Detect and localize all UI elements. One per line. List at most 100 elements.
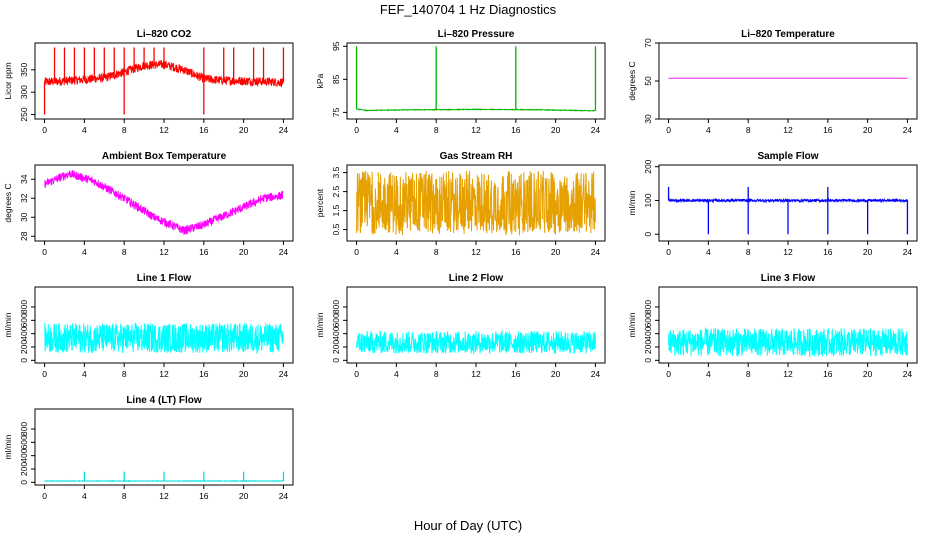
x-tick-label-rh-6: 24: [591, 247, 601, 257]
x-tick-label-licor-temp-6: 24: [903, 125, 913, 135]
plot-frame-pressure: [346, 42, 606, 120]
x-tick-label-line2-flow-3: 12: [471, 369, 481, 379]
x-tick-label-box-temp-2: 8: [122, 247, 127, 257]
y-axis-label-rh: percent: [315, 188, 325, 217]
y-axis-label-box-temp: degrees C: [3, 183, 13, 222]
x-tick-label-pressure-3: 12: [471, 125, 481, 135]
y-tick-label-line4-flow-4: 800: [19, 422, 29, 436]
y-tick-label-rh-2: 2.5: [331, 185, 341, 197]
x-tick-label-box-temp-1: 4: [82, 247, 87, 257]
y-tick-label-pressure-2: 95: [331, 41, 341, 51]
x-tick-label-rh-3: 12: [471, 247, 481, 257]
x-tick-label-box-temp-4: 16: [199, 247, 209, 257]
y-tick-label-line3-flow-2: 400: [643, 326, 653, 340]
x-axis-title: Hour of Day (UTC): [413, 518, 523, 533]
y-tick-label-licor-temp-2: 70: [643, 38, 653, 48]
y-tick-label-rh-1: 1.5: [331, 204, 341, 216]
y-tick-label-line2-flow-4: 800: [331, 300, 341, 314]
x-tick-label-licor-temp-3: 12: [783, 125, 793, 135]
x-tick-label-pressure-0: 0: [354, 125, 359, 135]
x-tick-label-line3-flow-3: 12: [783, 369, 793, 379]
x-tick-label-rh-1: 4: [394, 247, 399, 257]
x-tick-label-line1-flow-4: 16: [199, 369, 209, 379]
panel-title-licor-temp: Li–820 Temperature: [741, 29, 835, 40]
trace-box-temp: [44, 170, 284, 235]
x-tick-label-box-temp-5: 20: [239, 247, 249, 257]
y-tick-label-line2-flow-1: 200: [331, 340, 341, 354]
y-tick-label-line2-flow-3: 600: [331, 313, 341, 327]
x-tick-label-rh-4: 16: [511, 247, 521, 257]
y-tick-label-box-temp-2: 32: [19, 193, 29, 203]
x-tick-label-box-temp-0: 0: [42, 247, 47, 257]
x-tick-label-pressure-6: 24: [591, 125, 601, 135]
x-tick-label-line1-flow-0: 0: [42, 369, 47, 379]
panel-title-co2: Li–820 CO2: [137, 29, 192, 40]
x-tick-label-licor-temp-2: 8: [746, 125, 751, 135]
x-tick-label-sample-flow-2: 8: [746, 247, 751, 257]
y-tick-label-line2-flow-2: 400: [331, 326, 341, 340]
y-axis-label-line2-flow: ml/min: [315, 312, 325, 337]
y-tick-label-sample-flow-0: 0: [643, 232, 653, 237]
x-tick-label-licor-temp-4: 16: [823, 125, 833, 135]
y-tick-label-line4-flow-1: 200: [19, 462, 29, 476]
x-tick-label-line3-flow-4: 16: [823, 369, 833, 379]
trace-rh: [356, 170, 596, 236]
x-tick-label-line1-flow-5: 20: [239, 369, 249, 379]
y-tick-label-licor-temp-1: 50: [643, 76, 653, 86]
x-tick-label-pressure-4: 16: [511, 125, 521, 135]
y-tick-label-line4-flow-0: 0: [19, 480, 29, 485]
x-tick-label-co2-4: 16: [199, 125, 209, 135]
x-tick-label-line3-flow-1: 4: [706, 369, 711, 379]
y-tick-label-line4-flow-3: 600: [19, 435, 29, 449]
y-tick-label-rh-3: 3.5: [331, 166, 341, 178]
y-tick-label-sample-flow-2: 200: [643, 159, 653, 173]
y-tick-label-rh-0: 0.5: [331, 223, 341, 235]
panel-sample-flow: Sample Flow 0 4 8 12 16 20 24 0 100 200 ml/min: [627, 151, 918, 257]
y-tick-label-co2-2: 350: [19, 62, 29, 76]
y-tick-label-line1-flow-2: 400: [19, 326, 29, 340]
x-tick-label-co2-5: 20: [239, 125, 249, 135]
x-tick-label-rh-2: 8: [434, 247, 439, 257]
y-tick-label-pressure-0: 75: [331, 107, 341, 117]
y-tick-label-co2-0: 250: [19, 107, 29, 121]
y-axis-label-line3-flow: ml/min: [627, 312, 637, 337]
x-tick-label-line2-flow-0: 0: [354, 369, 359, 379]
x-tick-label-line3-flow-0: 0: [666, 369, 671, 379]
x-tick-label-line4-flow-3: 12: [159, 491, 169, 501]
y-tick-label-line3-flow-0: 0: [643, 358, 653, 363]
x-tick-label-sample-flow-1: 4: [706, 247, 711, 257]
x-tick-label-sample-flow-5: 20: [863, 247, 873, 257]
y-tick-label-box-temp-3: 34: [19, 174, 29, 184]
panel-box-temp: Ambient Box Temperature 0 4 8 12 16 20 24 28 30 32…: [3, 151, 294, 257]
y-axis-label-pressure: kPa: [315, 73, 325, 88]
y-axis-label-sample-flow: ml/min: [627, 190, 637, 215]
x-tick-label-line2-flow-2: 8: [434, 369, 439, 379]
y-tick-label-pressure-1: 85: [331, 74, 341, 84]
x-tick-label-rh-0: 0: [354, 247, 359, 257]
y-tick-label-line1-flow-4: 800: [19, 300, 29, 314]
y-tick-label-line3-flow-4: 800: [643, 300, 653, 314]
x-tick-label-line4-flow-0: 0: [42, 491, 47, 501]
plot-frame-line3-flow: [658, 286, 918, 364]
panel-line4-flow: Line 4 (LT) Flow 0 4 8 12 16 20 24 0 200400600800…: [3, 395, 294, 501]
plot-frame-licor-temp: [658, 42, 918, 120]
x-tick-label-line4-flow-2: 8: [122, 491, 127, 501]
x-tick-label-line3-flow-5: 20: [863, 369, 873, 379]
x-tick-label-line3-flow-2: 8: [746, 369, 751, 379]
panel-title-box-temp: Ambient Box Temperature: [102, 151, 227, 162]
x-tick-label-licor-temp-1: 4: [706, 125, 711, 135]
x-tick-label-sample-flow-6: 24: [903, 247, 913, 257]
trace-pressure: [356, 108, 596, 112]
y-tick-label-line3-flow-3: 600: [643, 313, 653, 327]
x-tick-label-line2-flow-4: 16: [511, 369, 521, 379]
y-tick-label-line3-flow-1: 200: [643, 340, 653, 354]
x-tick-label-line4-flow-5: 20: [239, 491, 249, 501]
x-tick-label-line4-flow-1: 4: [82, 491, 87, 501]
panel-title-line2-flow: Line 2 Flow: [449, 273, 504, 284]
x-tick-label-sample-flow-3: 12: [783, 247, 793, 257]
x-tick-label-box-temp-3: 12: [159, 247, 169, 257]
x-tick-label-sample-flow-4: 16: [823, 247, 833, 257]
panel-title-line3-flow: Line 3 Flow: [761, 273, 816, 284]
